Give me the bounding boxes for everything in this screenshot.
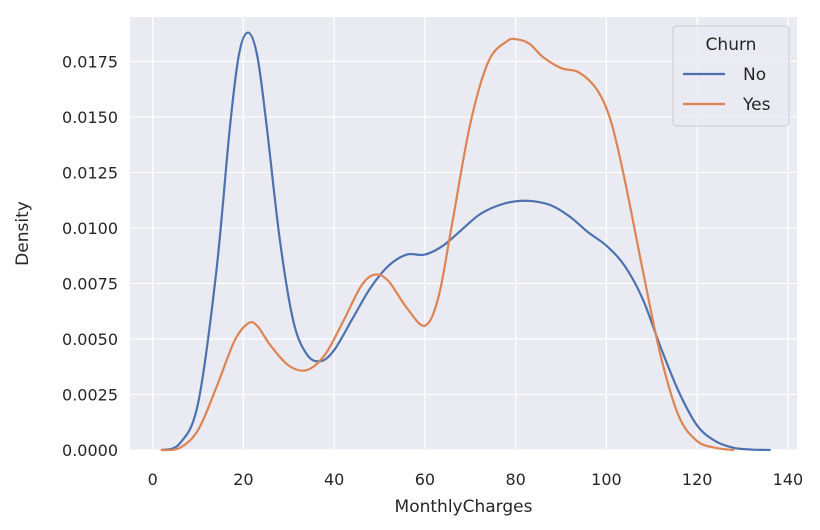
x-tick-label: 0 <box>148 470 158 489</box>
y-tick-label: 0.0150 <box>62 108 118 127</box>
x-tick-label: 100 <box>591 470 622 489</box>
legend-box <box>672 25 790 127</box>
x-tick-label: 60 <box>415 470 435 489</box>
x-tick-label: 120 <box>682 470 713 489</box>
y-tick-label: 0.0025 <box>62 385 118 404</box>
legend-label-yes: Yes <box>742 95 771 115</box>
y-tick-label: 0.0175 <box>62 52 118 71</box>
legend: Churn No Yes <box>672 25 790 127</box>
y-tick-label: 0.0100 <box>62 219 118 238</box>
y-axis-label: Density <box>13 201 33 266</box>
x-tick-label: 140 <box>773 470 804 489</box>
x-axis-label: MonthlyCharges <box>395 497 533 517</box>
legend-label-no: No <box>743 65 766 85</box>
y-tick-label: 0.0075 <box>62 274 118 293</box>
tick-labels: 0 20 40 60 80 100 120 140 0.0000 0.0025 0.0050 0.00… <box>62 52 803 489</box>
x-tick-label: 40 <box>324 470 344 489</box>
series-line-yes <box>160 37 735 452</box>
y-tick-label: 0.0050 <box>62 330 118 349</box>
y-tick-label: 0.0125 <box>62 163 118 182</box>
series-lines <box>160 31 771 452</box>
x-tick-label: 20 <box>233 470 253 489</box>
x-tick-label: 80 <box>506 470 526 489</box>
legend-title: Churn <box>706 35 757 55</box>
y-tick-label: 0.0000 <box>62 441 118 460</box>
